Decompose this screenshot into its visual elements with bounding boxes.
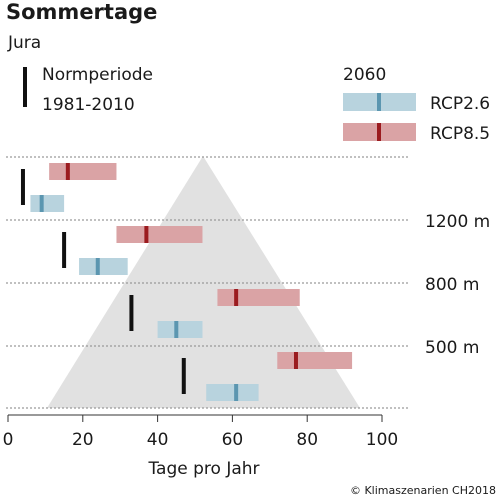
x-tick-label: 60 (222, 430, 244, 450)
rcp85-range-box (116, 226, 203, 243)
x-tick-label: 40 (147, 430, 169, 450)
rcp26-range-box (157, 321, 203, 338)
x-tick-label: 0 (3, 430, 14, 450)
mountain-shape (47, 156, 360, 408)
band-0 (20, 163, 117, 212)
legend-rcp85-median (377, 123, 381, 141)
x-tick-label: 100 (366, 430, 398, 450)
elevation-separators (6, 156, 410, 409)
x-tick-label: 80 (296, 430, 318, 450)
legend: Normperiode 1981-2010 2060 RCP2.6 RCP8.5 (23, 65, 490, 144)
rcp26-range-box (30, 195, 65, 212)
legend-baseline-label-1: Normperiode (42, 65, 153, 85)
legend-baseline-label-2: 1981-2010 (42, 95, 135, 115)
rcp26-range-box (79, 258, 128, 275)
elevation-label-800: 800 m (425, 275, 479, 295)
legend-rcp85-label: RCP8.5 (430, 124, 490, 144)
rcp85-range-box (49, 163, 117, 180)
data-marks (20, 163, 353, 401)
rcp85-median-mark (144, 226, 149, 243)
rcp26-range-box (206, 384, 259, 401)
legend-rcp26-median (377, 93, 381, 111)
x-axis-label: Tage pro Jahr (147, 459, 259, 479)
baseline-mark (129, 295, 134, 331)
baseline-mark (181, 358, 186, 394)
rcp85-median-mark (293, 352, 298, 369)
band-3 (181, 352, 353, 401)
rcp26-median-mark (39, 195, 44, 212)
elevation-label-500: 500 m (425, 338, 479, 358)
rcp26-median-mark (234, 384, 239, 401)
band-1 (62, 226, 203, 275)
legend-rcp26-label: RCP2.6 (430, 94, 490, 114)
band-2 (129, 289, 300, 338)
rcp26-median-mark (95, 258, 100, 275)
rcp85-range-box (277, 352, 353, 369)
x-tick-label: 20 (72, 430, 94, 450)
x-axis (7, 414, 383, 422)
rcp85-median-mark (234, 289, 239, 306)
rcp26-median-mark (174, 321, 179, 338)
chart-subtitle: Jura (8, 33, 42, 53)
baseline-mark (62, 232, 67, 268)
footer-credit: © Klimaszenarien CH2018 (350, 484, 496, 497)
rcp85-median-mark (65, 163, 70, 180)
elevation-label-1200: 1200 m (425, 212, 490, 232)
baseline-mark (20, 169, 25, 205)
rcp85-range-box (217, 289, 300, 306)
legend-baseline-mark (23, 67, 27, 107)
chart-title: Sommertage (6, 0, 158, 24)
legend-period-label: 2060 (343, 65, 386, 85)
